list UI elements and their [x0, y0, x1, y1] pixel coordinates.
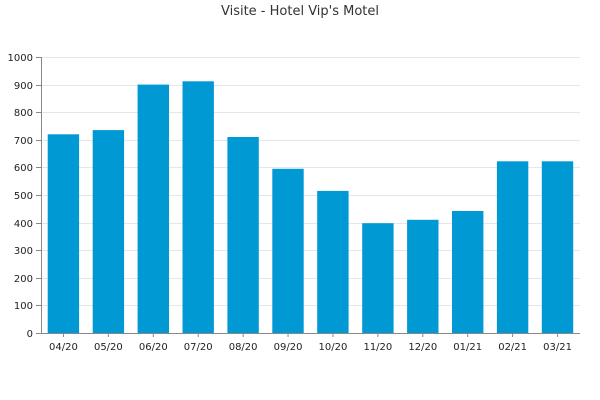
y-tick-labels: 0 100 200 300 400 500 600 700 800 900 1000 — [8, 53, 33, 340]
y-tick-label: 300 — [14, 246, 33, 257]
y-tick-label: 500 — [14, 191, 33, 202]
y-tick-label: 600 — [14, 163, 33, 174]
y-tick-label: 100 — [14, 301, 33, 312]
x-tick-label: 12/20 — [408, 342, 437, 353]
gridlines — [41, 57, 580, 306]
bar — [496, 161, 529, 333]
x-tick-label: 01/21 — [453, 342, 482, 353]
x-tick-label: 10/20 — [319, 342, 348, 353]
axes — [36, 57, 580, 337]
bar — [452, 211, 484, 333]
x-tick-label: 06/20 — [139, 342, 168, 353]
bar — [362, 223, 394, 333]
y-tick-label: 1000 — [8, 53, 33, 64]
x-tick-label: 11/20 — [363, 342, 392, 353]
bars — [47, 81, 574, 333]
bar — [137, 84, 169, 333]
chart-title: Visite - Hotel Vip's Motel — [221, 4, 379, 19]
x-tick-label: 04/20 — [49, 342, 78, 353]
x-tick-label: 02/21 — [498, 342, 527, 353]
y-tick-label: 700 — [14, 136, 33, 147]
bar — [407, 219, 439, 333]
x-tick-label: 09/20 — [274, 342, 303, 353]
y-tick-label: 200 — [14, 274, 33, 285]
x-tick-label: 08/20 — [229, 342, 258, 353]
bar — [227, 137, 259, 333]
bar — [317, 190, 349, 333]
x-tick-label: 05/20 — [94, 342, 123, 353]
bar — [541, 161, 574, 333]
bar — [47, 134, 80, 333]
x-tick-labels: 04/20 05/20 06/20 07/20 08/20 09/20 10/20 11/20… — [49, 342, 572, 353]
x-tick-label: 03/21 — [543, 342, 572, 353]
y-tick-label: 0 — [27, 329, 33, 340]
y-tick-label: 400 — [14, 219, 33, 230]
bar — [272, 168, 304, 333]
bar — [182, 81, 214, 333]
x-tick-label: 07/20 — [184, 342, 213, 353]
y-tick-label: 800 — [14, 108, 33, 119]
bar — [92, 130, 125, 333]
y-tick-label: 900 — [14, 81, 33, 92]
